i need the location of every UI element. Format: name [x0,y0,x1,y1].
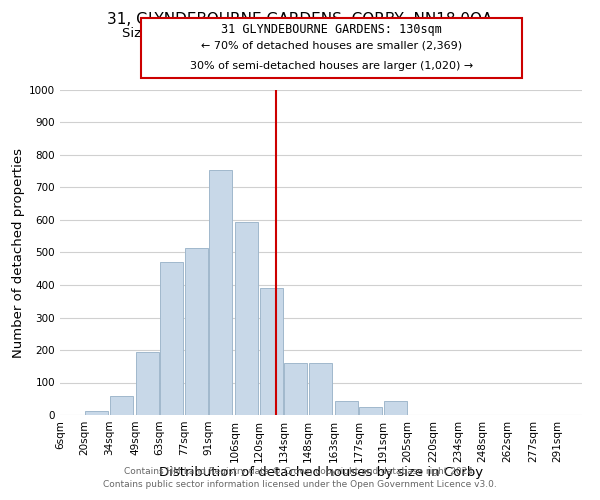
X-axis label: Distribution of detached houses by size in Corby: Distribution of detached houses by size … [159,466,483,479]
Text: Size of property relative to detached houses in Corby: Size of property relative to detached ho… [122,28,478,40]
Bar [308,363,332,415]
Bar [284,363,307,415]
Text: Contains HM Land Registry data © Crown copyright and database right 2024.: Contains HM Land Registry data © Crown c… [124,467,476,476]
Bar [136,352,159,415]
Y-axis label: Number of detached properties: Number of detached properties [12,148,25,358]
Text: 31, GLYNDEBOURNE GARDENS, CORBY, NN18 0QA: 31, GLYNDEBOURNE GARDENS, CORBY, NN18 0Q… [107,12,493,28]
Bar [110,396,133,415]
Text: 31 GLYNDEBOURNE GARDENS: 130sqm: 31 GLYNDEBOURNE GARDENS: 130sqm [221,24,442,36]
Bar [235,222,259,415]
Bar [185,248,208,415]
Bar [383,401,407,415]
Text: Contains public sector information licensed under the Open Government Licence v3: Contains public sector information licen… [103,480,497,489]
Bar [335,401,358,415]
Bar [209,170,232,415]
Bar [85,411,108,415]
Bar [260,288,283,415]
Text: 30% of semi-detached houses are larger (1,020) →: 30% of semi-detached houses are larger (… [190,60,473,70]
Text: ← 70% of detached houses are smaller (2,369): ← 70% of detached houses are smaller (2,… [201,40,462,50]
Bar [359,407,382,415]
Bar [160,262,183,415]
